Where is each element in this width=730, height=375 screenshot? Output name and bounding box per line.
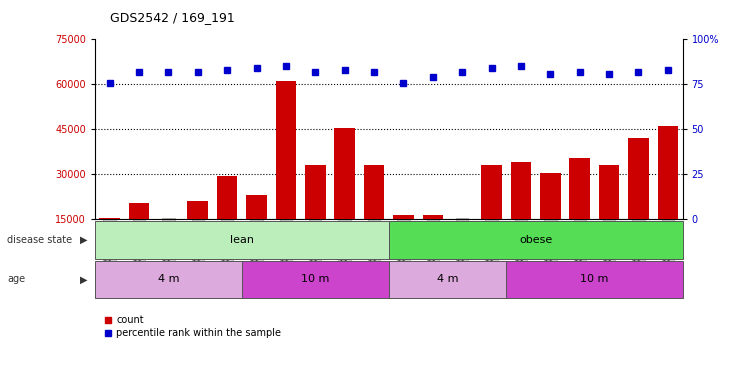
- Bar: [305, 165, 326, 264]
- Bar: [423, 215, 443, 264]
- Text: ▶: ▶: [80, 235, 88, 245]
- Bar: [658, 126, 678, 264]
- Bar: [540, 173, 561, 264]
- Bar: [452, 221, 472, 264]
- Bar: [481, 165, 502, 264]
- Bar: [393, 215, 414, 264]
- Bar: [629, 138, 649, 264]
- Text: ▶: ▶: [80, 274, 88, 284]
- Bar: [217, 176, 237, 264]
- Bar: [242, 261, 389, 298]
- Text: 10 m: 10 m: [580, 274, 609, 284]
- Bar: [276, 81, 296, 264]
- Bar: [389, 261, 507, 298]
- Bar: [188, 201, 208, 264]
- Bar: [246, 195, 266, 264]
- Bar: [334, 128, 355, 264]
- Text: 4 m: 4 m: [158, 274, 179, 284]
- Bar: [389, 221, 683, 259]
- Text: age: age: [7, 274, 26, 284]
- Bar: [599, 165, 619, 264]
- Bar: [507, 261, 683, 298]
- Text: disease state: disease state: [7, 235, 72, 245]
- Bar: [128, 203, 149, 264]
- Text: 10 m: 10 m: [301, 274, 329, 284]
- Bar: [95, 261, 242, 298]
- Text: lean: lean: [230, 235, 254, 245]
- Legend: count, percentile rank within the sample: count, percentile rank within the sample: [100, 311, 285, 342]
- Bar: [569, 158, 590, 264]
- Text: 4 m: 4 m: [437, 274, 458, 284]
- Text: obese: obese: [519, 235, 553, 245]
- Bar: [158, 219, 179, 264]
- Text: GDS2542 / 169_191: GDS2542 / 169_191: [110, 11, 234, 24]
- Bar: [364, 165, 384, 264]
- Bar: [95, 221, 389, 259]
- Bar: [511, 162, 531, 264]
- Bar: [99, 218, 120, 264]
